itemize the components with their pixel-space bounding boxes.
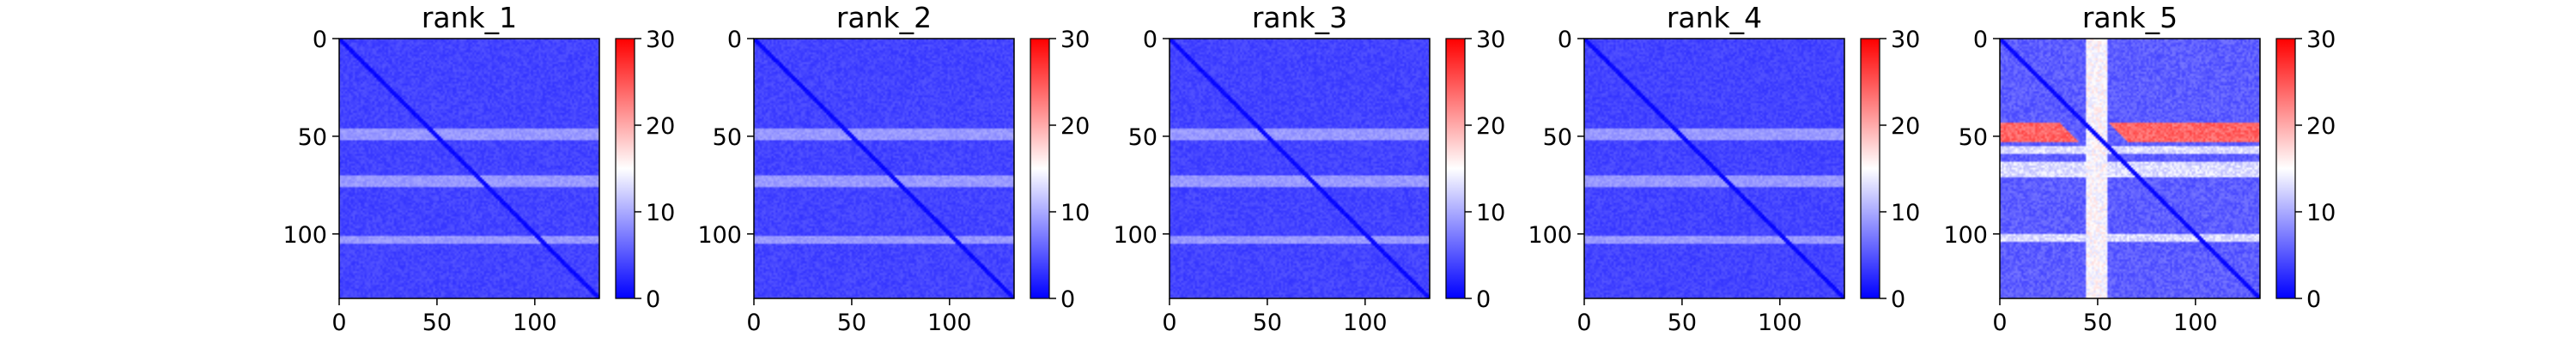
panel-title: rank_4 [1667,1,1762,34]
panel-title: rank_1 [422,1,517,34]
colorbar-tick-label: 0 [1476,286,1491,313]
heatmap-panel-3: rank_3 0 50 100 0 50 100 0 10 20 30 [1113,1,1505,336]
x-tick-label: 50 [422,310,452,336]
heatmap-panel-1: rank_1 0 50 100 0 50 100 0 10 20 30 [283,1,675,336]
colorbar [1860,38,1880,299]
y-tick-label: 100 [283,222,327,249]
colorbar-tick-label: 0 [1060,286,1075,313]
x-tick-label: 0 [1992,310,2007,336]
y-tick-label: 0 [727,27,742,53]
y-tick-label: 50 [298,124,327,151]
x-tick-label: 0 [746,310,761,336]
colorbar [615,38,635,299]
colorbar-tick-label: 10 [1476,200,1505,226]
colorbar-tick-label: 10 [1060,200,1090,226]
colorbar-tick-label: 30 [1476,27,1505,53]
axes-frame [1583,38,1845,299]
colorbar-tick-label: 20 [1476,113,1505,140]
y-tick-label: 0 [313,27,327,53]
x-tick-label: 100 [927,310,972,336]
x-tick-label: 50 [837,310,866,336]
colorbar-tick-label: 10 [2306,200,2336,226]
colorbar-tick-label: 30 [1891,27,1920,53]
axes-frame [1169,38,1431,299]
y-tick-label: 0 [1558,27,1572,53]
colorbar-tick-label: 20 [2306,113,2336,140]
axes-frame [753,38,1015,299]
colorbar-tick-label: 0 [1891,286,1905,313]
colorbar-tick-label: 30 [1060,27,1090,53]
colorbar-tick-label: 10 [1891,200,1920,226]
colorbar-tick-label: 0 [646,286,660,313]
x-tick-label: 0 [331,310,346,336]
colorbar-tick-label: 10 [646,200,675,226]
x-tick-label: 50 [2083,310,2112,336]
y-tick-label: 0 [1973,27,1988,53]
panel-title: rank_5 [2082,1,2178,34]
y-tick-label: 50 [713,124,742,151]
y-tick-label: 50 [1543,124,1572,151]
heatmap-panel-2: rank_2 0 50 100 0 50 100 0 10 20 30 [697,1,1090,336]
x-tick-label: 0 [1577,310,1591,336]
colorbar-tick-label: 0 [2306,286,2321,313]
axes-frame [338,38,600,299]
x-tick-label: 50 [1668,310,1697,336]
colorbar-tick-label: 20 [1891,113,1920,140]
x-tick-label: 100 [2173,310,2218,336]
x-tick-label: 100 [1343,310,1388,336]
x-tick-label: 0 [1162,310,1176,336]
panel-title: rank_3 [1252,1,1347,34]
y-tick-label: 100 [1528,222,1572,249]
axes-frame [1999,38,2261,299]
heatmap-panel-5: rank_5 0 50 100 0 50 100 0 10 20 30 [1943,1,2336,336]
colorbar [1030,38,1050,299]
heatmap-panel-4: rank_4 0 50 100 0 50 100 0 10 20 30 [1528,1,1920,336]
x-tick-label: 100 [1758,310,1802,336]
y-tick-label: 100 [1113,222,1157,249]
y-tick-label: 100 [697,222,742,249]
heatmap-cells [1170,39,1430,298]
y-tick-label: 50 [1128,124,1157,151]
colorbar-tick-label: 30 [646,27,675,53]
heatmap-cells [339,39,599,298]
y-tick-label: 100 [1943,222,1988,249]
panel-title: rank_2 [836,1,932,34]
x-tick-label: 100 [513,310,557,336]
colorbar-tick-label: 20 [646,113,675,140]
colorbar [1445,38,1466,299]
colorbar-tick-label: 30 [2306,27,2336,53]
heatmap-cells [2000,39,2260,298]
heatmap-cells [1584,39,1844,298]
heatmap-cells [754,39,1014,298]
colorbar [2275,38,2296,299]
x-tick-label: 50 [1253,310,1282,336]
y-tick-label: 50 [1959,124,1988,151]
colorbar-tick-label: 20 [1060,113,1090,140]
y-tick-label: 0 [1143,27,1157,53]
